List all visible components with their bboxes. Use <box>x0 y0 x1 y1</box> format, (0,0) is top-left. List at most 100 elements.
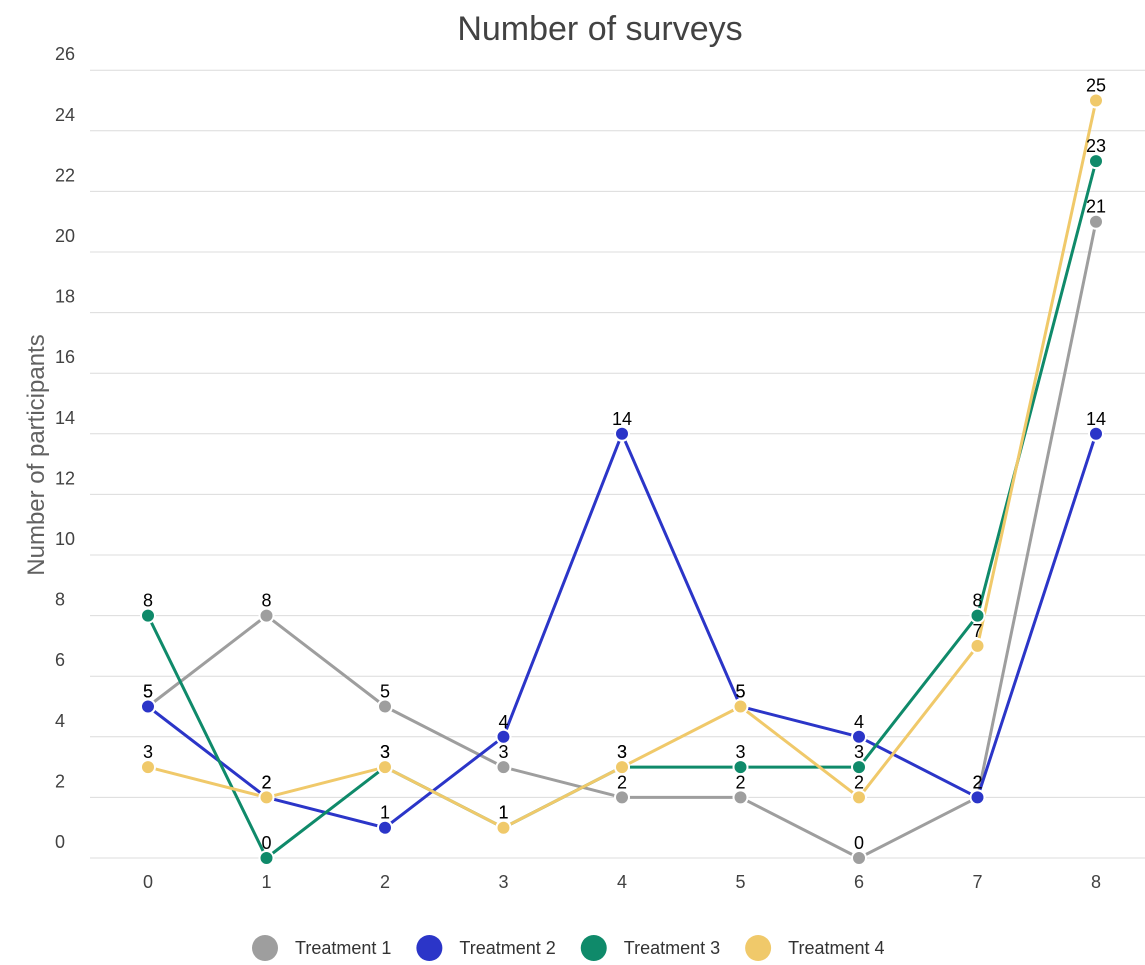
y-tick-label: 14 <box>55 408 75 428</box>
data-label: 3 <box>498 742 508 762</box>
y-tick-label: 6 <box>55 650 65 670</box>
series-layer <box>140 92 1104 866</box>
data-label: 5 <box>143 682 153 702</box>
y-tick-label: 4 <box>55 711 65 731</box>
data-point <box>851 850 867 866</box>
data-label: 1 <box>498 803 508 823</box>
data-label: 2 <box>261 772 271 792</box>
data-label: 4 <box>854 712 864 732</box>
y-tick-label: 16 <box>55 347 75 367</box>
x-tick-label: 5 <box>735 872 745 892</box>
data-label: 5 <box>735 682 745 702</box>
x-tick-label: 0 <box>143 872 153 892</box>
data-point <box>614 789 630 806</box>
y-tick-label: 12 <box>55 468 75 488</box>
data-label: 3 <box>854 742 864 762</box>
data-label: 2 <box>854 772 864 792</box>
data-point <box>258 850 275 866</box>
data-point <box>732 698 749 715</box>
data-label: 7 <box>972 621 982 641</box>
y-tick-label: 18 <box>55 287 75 307</box>
data-point <box>969 789 986 806</box>
y-tick-label: 10 <box>55 529 75 549</box>
data-point <box>258 607 275 624</box>
data-label: 0 <box>261 833 271 853</box>
data-label: 4 <box>498 712 508 732</box>
data-label: 14 <box>612 409 632 429</box>
y-tick-label: 22 <box>55 165 75 185</box>
data-label: 0 <box>854 833 864 853</box>
x-tick-label: 3 <box>498 872 508 892</box>
data-label: 3 <box>380 742 390 762</box>
data-point <box>495 728 512 745</box>
data-label: 2 <box>617 772 627 792</box>
x-tick-label: 2 <box>380 872 390 892</box>
y-axis-label: Number of participants <box>23 334 50 575</box>
data-label: 2 <box>972 772 982 792</box>
data-label: 2 <box>735 772 745 792</box>
data-label: 5 <box>380 682 390 702</box>
data-point <box>851 759 867 776</box>
x-tick-label: 7 <box>972 872 982 892</box>
series-line <box>147 100 1098 830</box>
data-label: 5 <box>143 682 153 702</box>
data-point <box>1088 92 1104 109</box>
data-label: 14 <box>1086 409 1106 429</box>
legend-swatch <box>580 935 607 961</box>
data-label: 21 <box>1086 197 1106 217</box>
data-label: 5 <box>735 682 745 702</box>
data-point <box>1088 153 1104 170</box>
data-point <box>614 759 630 776</box>
data-point <box>851 789 867 806</box>
y-tick-label: 0 <box>55 832 65 852</box>
data-point <box>732 789 749 806</box>
x-tick-label: 1 <box>261 872 271 892</box>
data-label: 8 <box>972 591 982 611</box>
data-label: 1 <box>380 803 390 823</box>
x-tick-labels: 0 1 2 3 4 5 6 7 8 <box>143 872 1101 892</box>
data-label: 3 <box>617 742 627 762</box>
data-label: 23 <box>1086 136 1106 156</box>
data-point <box>1088 425 1104 442</box>
y-tick-label: 8 <box>55 590 65 610</box>
data-point <box>969 637 986 654</box>
y-tick-label: 20 <box>55 226 75 246</box>
data-point <box>377 698 393 715</box>
legend: Treatment 1 Treatment 2 Treatment 3 Treatme… <box>252 935 885 961</box>
data-label: 8 <box>143 591 153 611</box>
data-point <box>614 425 630 442</box>
data-point <box>377 759 393 776</box>
legend-label: Treatment 2 <box>459 938 555 958</box>
data-label: 3 <box>380 742 390 762</box>
data-label: 3 <box>735 742 745 762</box>
legend-swatch <box>416 935 443 961</box>
grid-layer <box>90 69 1145 859</box>
data-point <box>851 728 867 745</box>
data-label: 2 <box>972 772 982 792</box>
data-label: 3 <box>143 742 153 762</box>
legend-swatch <box>745 935 772 961</box>
x-tick-label: 8 <box>1091 872 1101 892</box>
legend-label: Treatment 3 <box>624 938 720 958</box>
data-point <box>495 759 512 776</box>
data-point <box>732 759 749 776</box>
data-point <box>140 759 156 776</box>
data-point <box>495 819 512 836</box>
x-tick-label: 6 <box>854 872 864 892</box>
x-tick-label: 4 <box>617 872 627 892</box>
data-label: 1 <box>498 803 508 823</box>
data-point <box>140 698 156 715</box>
y-tick-label: 24 <box>55 105 75 125</box>
data-point <box>377 819 393 836</box>
legend-label: Treatment 4 <box>788 938 884 958</box>
y-tick-label: 2 <box>55 771 65 791</box>
chart-title: Number of surveys <box>457 10 742 48</box>
y-tick-label: 26 <box>55 44 75 64</box>
data-point <box>1088 213 1104 230</box>
data-point <box>969 607 986 624</box>
data-label: 25 <box>1086 76 1106 96</box>
